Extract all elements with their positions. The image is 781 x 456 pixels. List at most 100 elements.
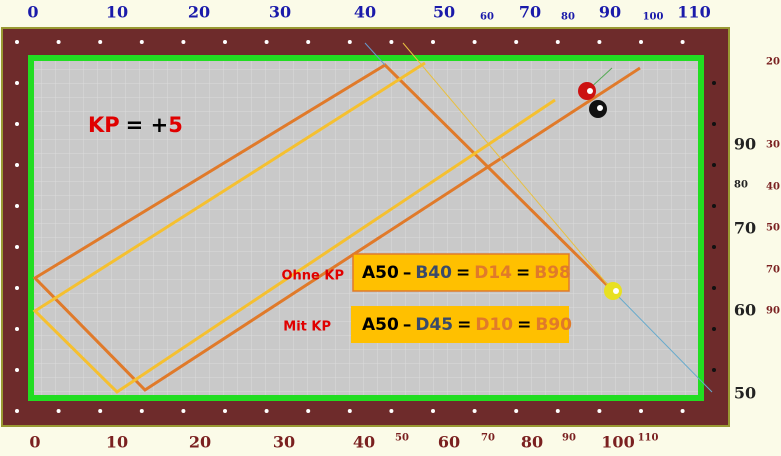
note-part: – bbox=[403, 263, 412, 283]
diamond bbox=[431, 40, 435, 44]
bottom-scale-label: 70 bbox=[481, 433, 495, 444]
top-scale-label: 30 bbox=[269, 3, 291, 22]
aim-line bbox=[364, 42, 386, 66]
note-part: = bbox=[516, 263, 530, 283]
top-scale-label: 80 bbox=[561, 12, 575, 23]
diamond bbox=[347, 409, 352, 413]
diamond bbox=[680, 409, 685, 413]
note-box bbox=[352, 253, 570, 292]
diamond bbox=[431, 409, 435, 413]
diamond bbox=[181, 40, 186, 44]
right-scale-label: 70 bbox=[766, 265, 780, 276]
diamond bbox=[98, 40, 103, 44]
ball-spot bbox=[587, 88, 593, 94]
bottom-scale-label: 20 bbox=[189, 433, 211, 452]
ball-spot bbox=[613, 288, 619, 294]
top-scale-label: 50 bbox=[433, 3, 455, 22]
diamond bbox=[347, 40, 352, 44]
bottom-scale-label: 0 bbox=[29, 433, 40, 452]
diamond bbox=[680, 40, 685, 44]
note-part: – bbox=[403, 315, 412, 335]
diamond bbox=[15, 409, 19, 413]
top-scale-label: 10 bbox=[106, 3, 128, 22]
top-scale-label: 20 bbox=[188, 3, 210, 22]
right-scale-label: 20 bbox=[766, 57, 780, 68]
diamond bbox=[98, 409, 103, 413]
diamond bbox=[514, 40, 519, 44]
diamond bbox=[15, 204, 19, 208]
path-without-kp bbox=[32, 63, 641, 392]
diamond bbox=[15, 81, 19, 85]
diamond bbox=[472, 40, 477, 44]
top-scale-label: 0 bbox=[27, 3, 38, 22]
note-part: D10 bbox=[475, 315, 513, 335]
path-with-kp bbox=[32, 61, 556, 394]
diamond bbox=[389, 409, 394, 413]
diamond bbox=[712, 204, 716, 208]
right-scale-label: 50 bbox=[734, 384, 756, 403]
aim-line bbox=[612, 290, 713, 393]
diamond bbox=[306, 409, 311, 413]
note-label: Ohne KP bbox=[281, 269, 344, 284]
note-part: D45 bbox=[415, 315, 453, 335]
diamond bbox=[15, 40, 19, 44]
top-scale-label: 110 bbox=[677, 3, 710, 22]
note-part: = bbox=[517, 315, 531, 335]
aim-line bbox=[402, 42, 614, 292]
diamond bbox=[15, 122, 19, 126]
diamond bbox=[712, 286, 716, 290]
diamond bbox=[139, 409, 144, 413]
diamond bbox=[597, 40, 602, 44]
note-part: = bbox=[456, 263, 470, 283]
right-scale-label: 90 bbox=[766, 306, 780, 317]
bottom-scale-label: 110 bbox=[638, 433, 659, 444]
right-scale-label: 50 bbox=[766, 223, 780, 234]
bottom-scale-label: 100 bbox=[601, 433, 634, 452]
diamond bbox=[712, 368, 716, 372]
diamond bbox=[264, 40, 269, 44]
note-formula: A50– B40 = D14 = B98 bbox=[362, 263, 571, 283]
kp-sign: = + bbox=[126, 113, 169, 137]
scales: 0 10 20 30 40 50 60 70 80 90 100 110 0 10 20 30 40 50 60 70… bbox=[27, 3, 780, 452]
diamond bbox=[264, 409, 269, 413]
diamond bbox=[639, 409, 643, 413]
bottom-scale-label: 10 bbox=[106, 433, 128, 452]
diamond bbox=[514, 409, 519, 413]
note-part: B40 bbox=[415, 263, 452, 283]
diamond bbox=[712, 245, 716, 249]
diamond bbox=[712, 122, 716, 126]
diamond bbox=[15, 163, 19, 167]
diamond bbox=[56, 40, 61, 44]
note-part: A50 bbox=[362, 263, 399, 283]
diamond bbox=[597, 409, 602, 413]
note-formula: A50– D45 = D10 = B90 bbox=[362, 315, 572, 335]
top-scale-label: 40 bbox=[354, 3, 376, 22]
top-scale-label: 90 bbox=[599, 3, 621, 22]
bottom-scale-label: 60 bbox=[438, 433, 460, 452]
note-part: A50 bbox=[362, 315, 399, 335]
diamond bbox=[639, 40, 643, 44]
note-part: B90 bbox=[535, 315, 572, 335]
bottom-scale-label: 90 bbox=[562, 433, 576, 444]
note-part: D14 bbox=[474, 263, 512, 283]
bottom-scale-label: 50 bbox=[395, 433, 409, 444]
diamond bbox=[139, 40, 144, 44]
ball-paths bbox=[32, 42, 713, 394]
diamond bbox=[15, 327, 19, 331]
right-scale-label: 30 bbox=[766, 140, 780, 151]
diamond bbox=[15, 286, 19, 290]
diamond bbox=[223, 409, 227, 413]
diamond bbox=[15, 245, 19, 249]
diamond bbox=[712, 327, 716, 331]
ball-spot bbox=[597, 105, 603, 111]
right-scale-label: 90 bbox=[734, 135, 756, 154]
diamond bbox=[389, 40, 394, 44]
top-scale-label: 70 bbox=[519, 3, 541, 22]
diamond bbox=[472, 409, 477, 413]
bottom-scale-label: 80 bbox=[521, 433, 543, 452]
diamond bbox=[712, 163, 716, 167]
note-part: = bbox=[457, 315, 471, 335]
kp-label: KP = +5 bbox=[88, 113, 183, 137]
